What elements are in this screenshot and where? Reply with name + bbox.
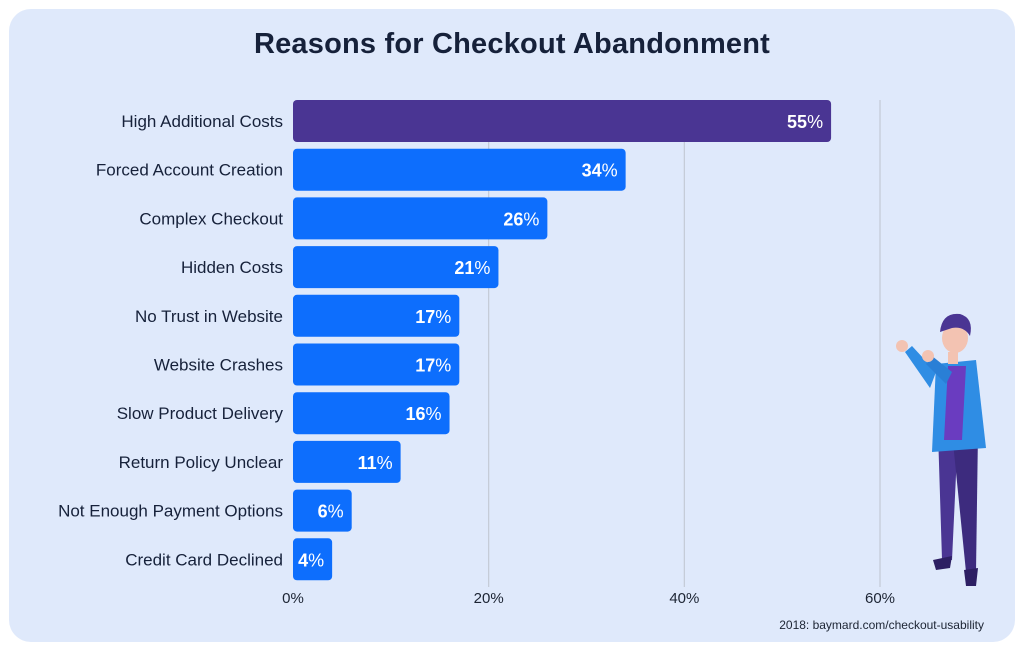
category-label: Return Policy Unclear: [119, 453, 284, 472]
bar: [293, 392, 450, 435]
source-note: 2018: baymard.com/checkout-usability: [779, 618, 984, 632]
chart-title: Reasons for Checkout Abandonment: [253, 28, 771, 60]
value-label: 21%: [454, 258, 490, 278]
value-label: 26%: [503, 209, 539, 229]
x-tick-label: 60%: [865, 590, 895, 607]
category-label: Hidden Costs: [181, 258, 283, 277]
category-label: High Additional Costs: [121, 112, 283, 131]
bar: [293, 197, 548, 240]
person-illustration: [896, 313, 986, 586]
bar: [293, 489, 352, 532]
bar: [293, 294, 460, 337]
x-axis-ticks: 0% 20% 40% 60%: [282, 590, 895, 607]
bar: [293, 440, 401, 483]
value-label: 6%: [318, 502, 344, 522]
value-label: 17%: [415, 356, 451, 376]
category-label: Website Crashes: [154, 356, 283, 375]
category-label: Credit Card Declined: [125, 550, 283, 569]
x-tick-label: 0%: [282, 590, 304, 607]
bar: [293, 100, 832, 142]
bar: [293, 538, 333, 581]
bar: [293, 246, 499, 289]
bar: [293, 343, 460, 386]
value-label: 16%: [405, 404, 441, 424]
value-label: 4%: [298, 550, 324, 570]
category-label: No Trust in Website: [135, 307, 283, 326]
bars: 55% 34% 26% 21% 17% 17% 16% 11% 6% 4%: [293, 100, 832, 581]
category-labels: High Additional Costs Forced Account Crea…: [58, 112, 283, 569]
value-label: 55%: [787, 112, 823, 132]
category-label: Complex Checkout: [139, 209, 283, 228]
category-label: Forced Account Creation: [96, 161, 283, 180]
x-tick-label: 20%: [474, 590, 504, 607]
category-label: Slow Product Delivery: [117, 404, 284, 423]
x-tick-label: 40%: [669, 590, 699, 607]
value-label: 34%: [582, 161, 618, 181]
bar: [293, 148, 626, 191]
value-label: 11%: [358, 453, 393, 473]
category-label: Not Enough Payment Options: [58, 502, 283, 521]
value-label: 17%: [415, 307, 451, 327]
